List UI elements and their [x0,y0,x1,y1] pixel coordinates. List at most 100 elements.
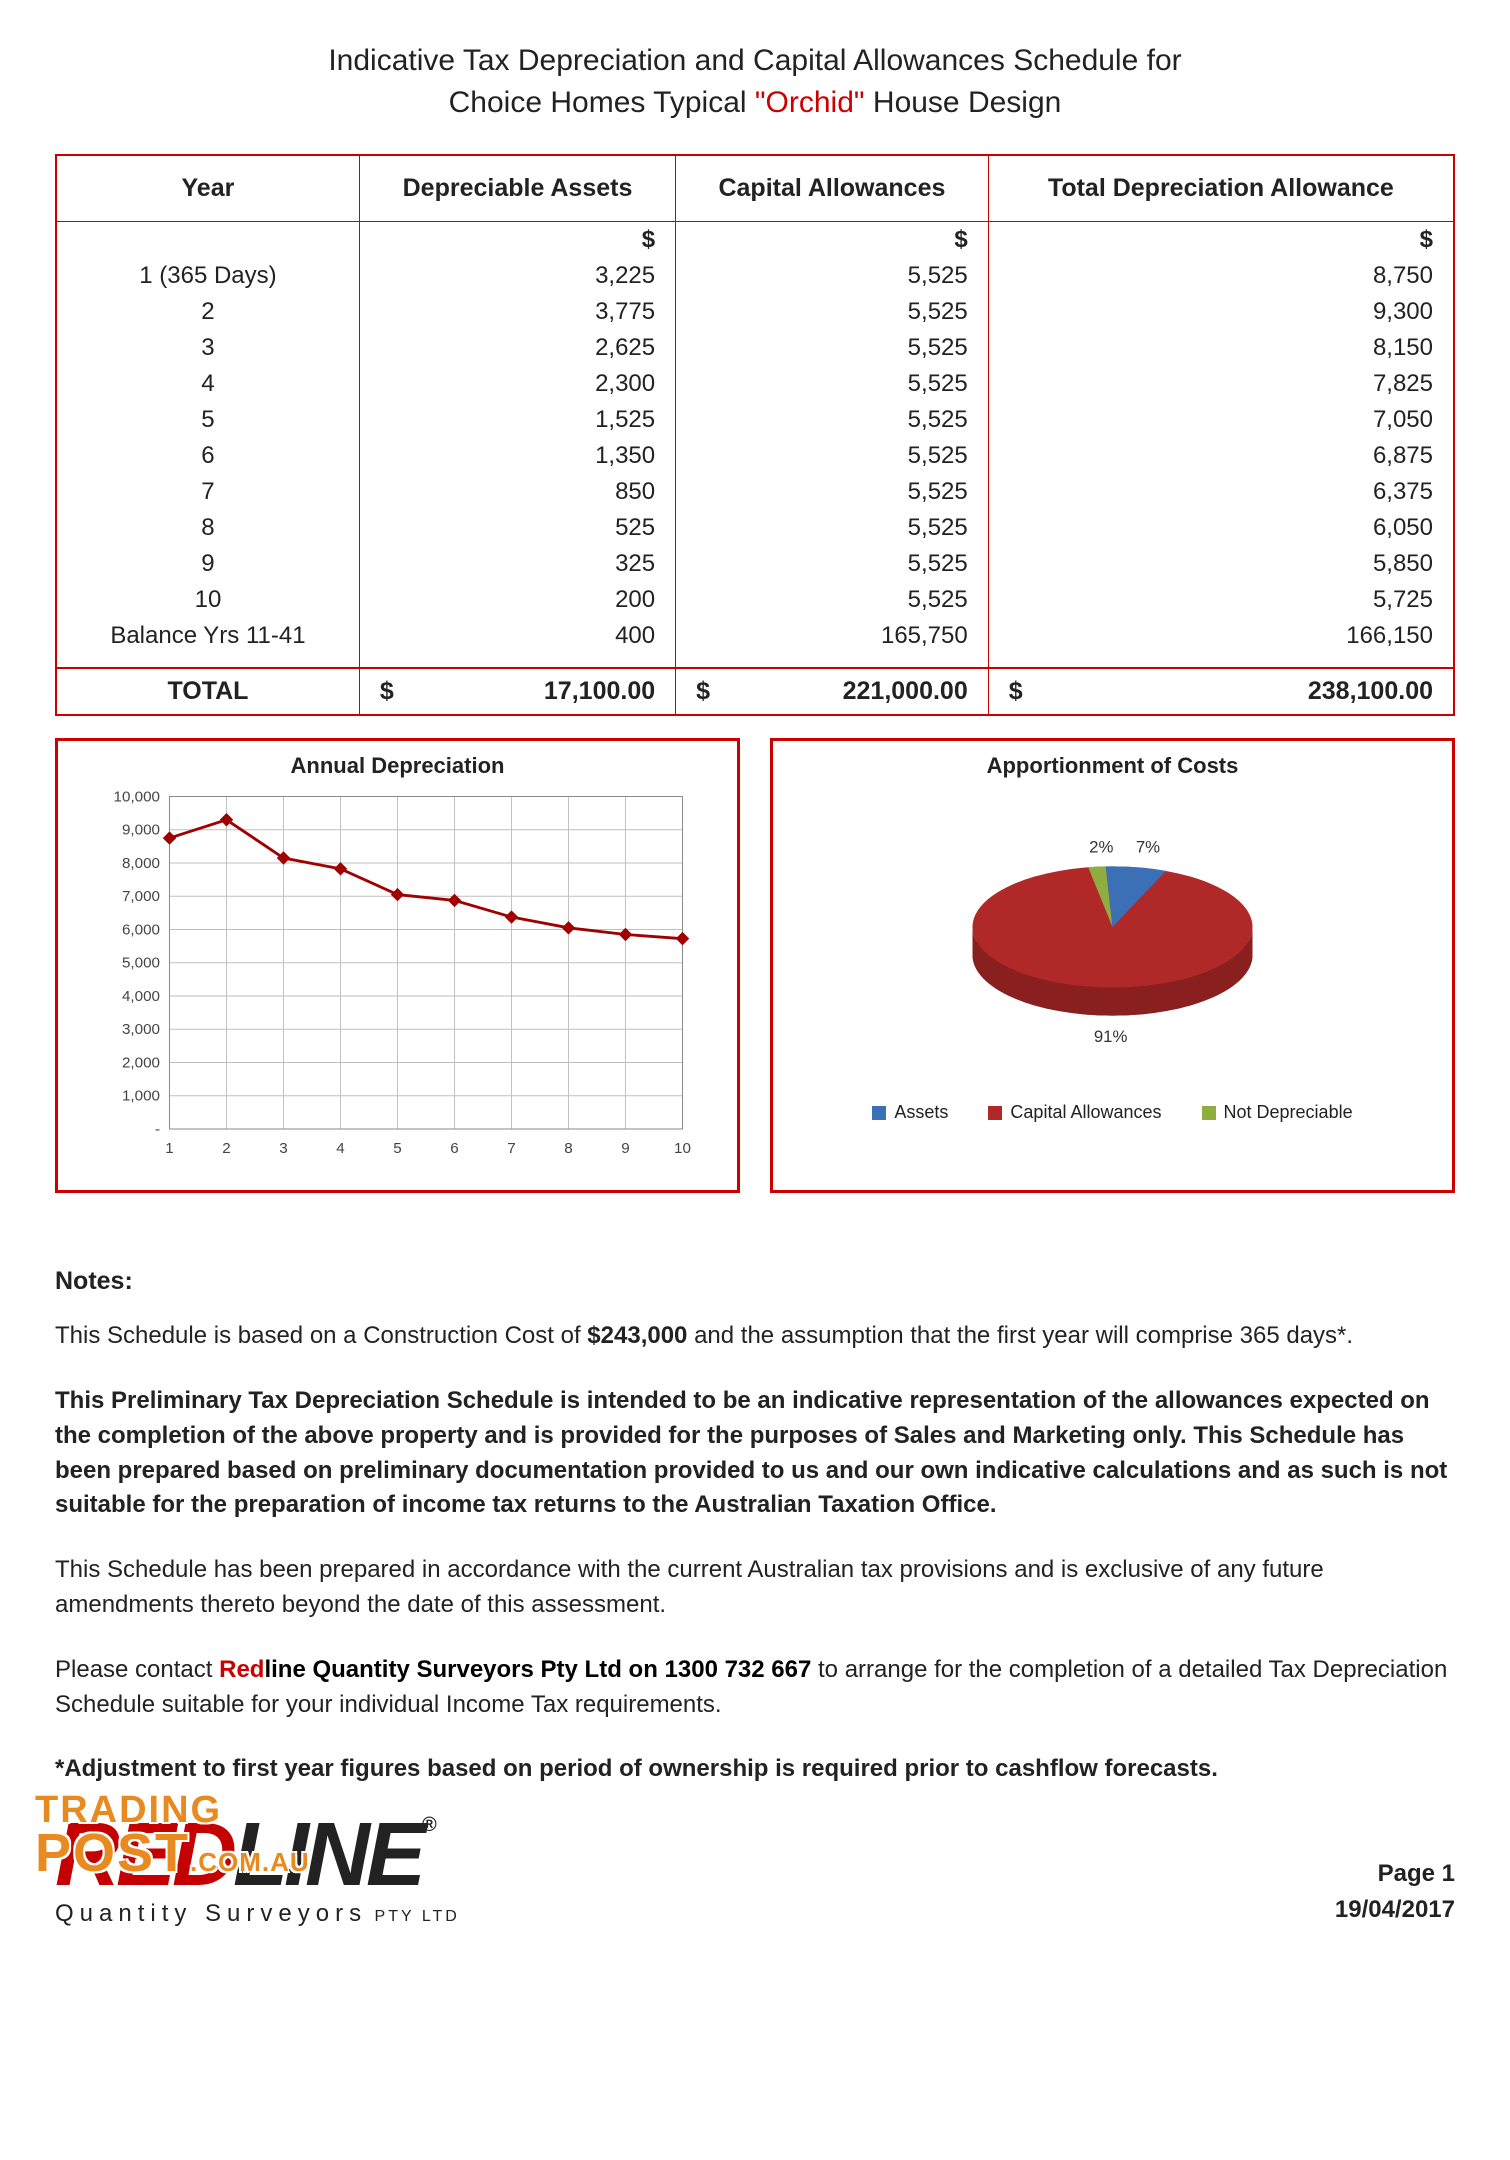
pie-chart-box: Apportionment of Costs 2% 7% 91% Assets Cap… [770,738,1455,1193]
logo-pty: PTY LTD [367,1908,460,1925]
table-row: 93255,5255,850 [56,546,1454,582]
svg-text:4,000: 4,000 [122,988,160,1005]
notes-p2: This Preliminary Tax Depreciation Schedu… [55,1384,1455,1523]
page-title: Indicative Tax Depreciation and Capital … [55,40,1455,124]
page-number: Page 1 [1335,1856,1455,1892]
unit-assets: $ [359,222,675,259]
svg-text:-: - [155,1121,160,1138]
col-assets: Depreciable Assets [359,155,675,222]
svg-text:1,000: 1,000 [122,1088,160,1105]
svg-text:91%: 91% [1094,1027,1128,1046]
cell-year: 3 [56,330,359,366]
notes-p4a: Please contact [55,1656,219,1683]
legend-label: Capital Allowances [1010,1102,1161,1123]
page-date: 19/04/2017 [1335,1892,1455,1928]
tp-line2: POST [35,1823,190,1883]
cell-cap: 5,525 [676,402,989,438]
tradingpost-watermark: TRADING POST.COM.AU [35,1792,310,1879]
table-row: 51,5255,5257,050 [56,402,1454,438]
cell-cap: 5,525 [676,546,989,582]
cell-year: 9 [56,546,359,582]
svg-text:2%: 2% [1089,837,1113,856]
cell-year: 6 [56,438,359,474]
legend-swatch [1202,1106,1216,1120]
cell-assets: 400 [359,618,675,654]
cell-year: 4 [56,366,359,402]
cell-assets: 2,625 [359,330,675,366]
notes-p1a: This Schedule is based on a Construction… [55,1322,587,1349]
cell-assets: 1,350 [359,438,675,474]
svg-text:2: 2 [222,1140,230,1157]
cell-total: 5,725 [988,582,1454,618]
cell-assets: 2,300 [359,366,675,402]
svg-text:2,000: 2,000 [122,1054,160,1071]
depreciation-table: Year Depreciable Assets Capital Allowanc… [55,154,1455,716]
notes-p1c: and the assumption that the first year w… [687,1322,1353,1349]
cell-total: 6,875 [988,438,1454,474]
cell-total: 6,375 [988,474,1454,510]
svg-text:7: 7 [507,1140,515,1157]
legend-item: Capital Allowances [988,1102,1161,1123]
title-line2a: Choice Homes Typical [449,86,755,119]
cell-assets: 200 [359,582,675,618]
table-row: 32,6255,5258,150 [56,330,1454,366]
svg-text:7%: 7% [1136,837,1160,856]
cell-assets: 525 [359,510,675,546]
title-line2b: House Design [865,86,1062,119]
cell-assets: 3,225 [359,258,675,294]
notes-p4-line: line Quantity Surveyors Pty Ltd on 1300 … [264,1656,811,1683]
cell-total: 7,825 [988,366,1454,402]
charts-row: Annual Depreciation -1,0002,0003,0004,00… [55,738,1455,1193]
cell-year: 5 [56,402,359,438]
table-row: Balance Yrs 11-41400165,750166,150 [56,618,1454,654]
svg-text:3: 3 [279,1140,287,1157]
legend-item: Not Depreciable [1202,1102,1353,1123]
cell-total: 5,850 [988,546,1454,582]
svg-text:9: 9 [621,1140,629,1157]
cell-total: 6,050 [988,510,1454,546]
cell-assets: 850 [359,474,675,510]
svg-text:7,000: 7,000 [122,888,160,905]
pie-chart-title: Apportionment of Costs [791,753,1434,779]
cell-year: 1 (365 Days) [56,258,359,294]
cell-cap: 165,750 [676,618,989,654]
legend-swatch [872,1106,886,1120]
cell-year: 10 [56,582,359,618]
legend-item: Assets [872,1102,948,1123]
notes-p5: *Adjustment to first year figures based … [55,1752,1455,1787]
table-row: 42,3005,5257,825 [56,366,1454,402]
svg-text:9,000: 9,000 [122,822,160,839]
notes-section: Notes: This Schedule is based on a Const… [55,1263,1455,1787]
cell-cap: 5,525 [676,294,989,330]
notes-p1: This Schedule is based on a Construction… [55,1319,1455,1354]
svg-text:1: 1 [165,1140,173,1157]
col-year: Year [56,155,359,222]
line-chart-svg: -1,0002,0003,0004,0005,0006,0007,0008,00… [76,787,719,1167]
cell-cap: 5,525 [676,366,989,402]
notes-heading: Notes: [55,1263,1455,1299]
cell-year: 2 [56,294,359,330]
table-header-row: Year Depreciable Assets Capital Allowanc… [56,155,1454,222]
table-row: 78505,5256,375 [56,474,1454,510]
cell-total: 8,750 [988,258,1454,294]
cell-year: Balance Yrs 11-41 [56,618,359,654]
table-row: 61,3505,5256,875 [56,438,1454,474]
logo-sub-text: Quantity Surveyors [55,1900,367,1927]
cell-total: 7,050 [988,402,1454,438]
svg-text:6,000: 6,000 [122,921,160,938]
cell-assets: 3,775 [359,294,675,330]
total-row: TOTAL$17,100.00$221,000.00$238,100.00 [56,668,1454,715]
legend-label: Assets [894,1102,948,1123]
tp-suffix: .COM.AU [190,1847,310,1877]
col-cap: Capital Allowances [676,155,989,222]
cell-assets: 1,525 [359,402,675,438]
table-row: 85255,5256,050 [56,510,1454,546]
svg-text:10: 10 [674,1140,691,1157]
cell-assets: 325 [359,546,675,582]
cell-year: 7 [56,474,359,510]
cell-cap: 5,525 [676,438,989,474]
unit-row: $ $ $ [56,222,1454,259]
svg-text:4: 4 [336,1140,344,1157]
total-label: TOTAL [56,668,359,715]
logo-wrap: TRADING POST.COM.AU REDLINE® Quantity Su… [55,1817,478,1928]
